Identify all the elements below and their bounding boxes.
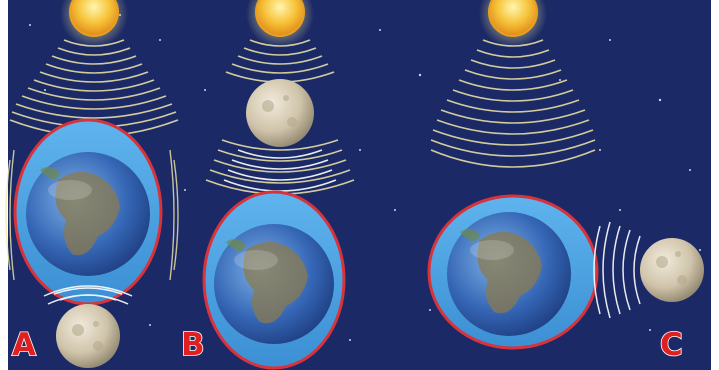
moon-icon [640,238,704,302]
sun-icon [255,0,305,37]
sun-gravity-waves [205,39,355,195]
panel-b: B [180,0,355,370]
sun-icon [488,0,538,37]
panel-label-c: C [660,327,683,363]
moon-icon [246,79,314,147]
panel-label-b: B [181,327,205,363]
panel-c: C [427,0,704,364]
panel-label-a: A [12,327,36,363]
panel-a: A [5,0,179,368]
sun-icon [69,0,119,37]
moon-gravity-waves [43,285,133,305]
moon-icon [56,304,120,368]
moon-gravity-waves [593,221,641,319]
sun-gravity-waves [430,39,596,168]
